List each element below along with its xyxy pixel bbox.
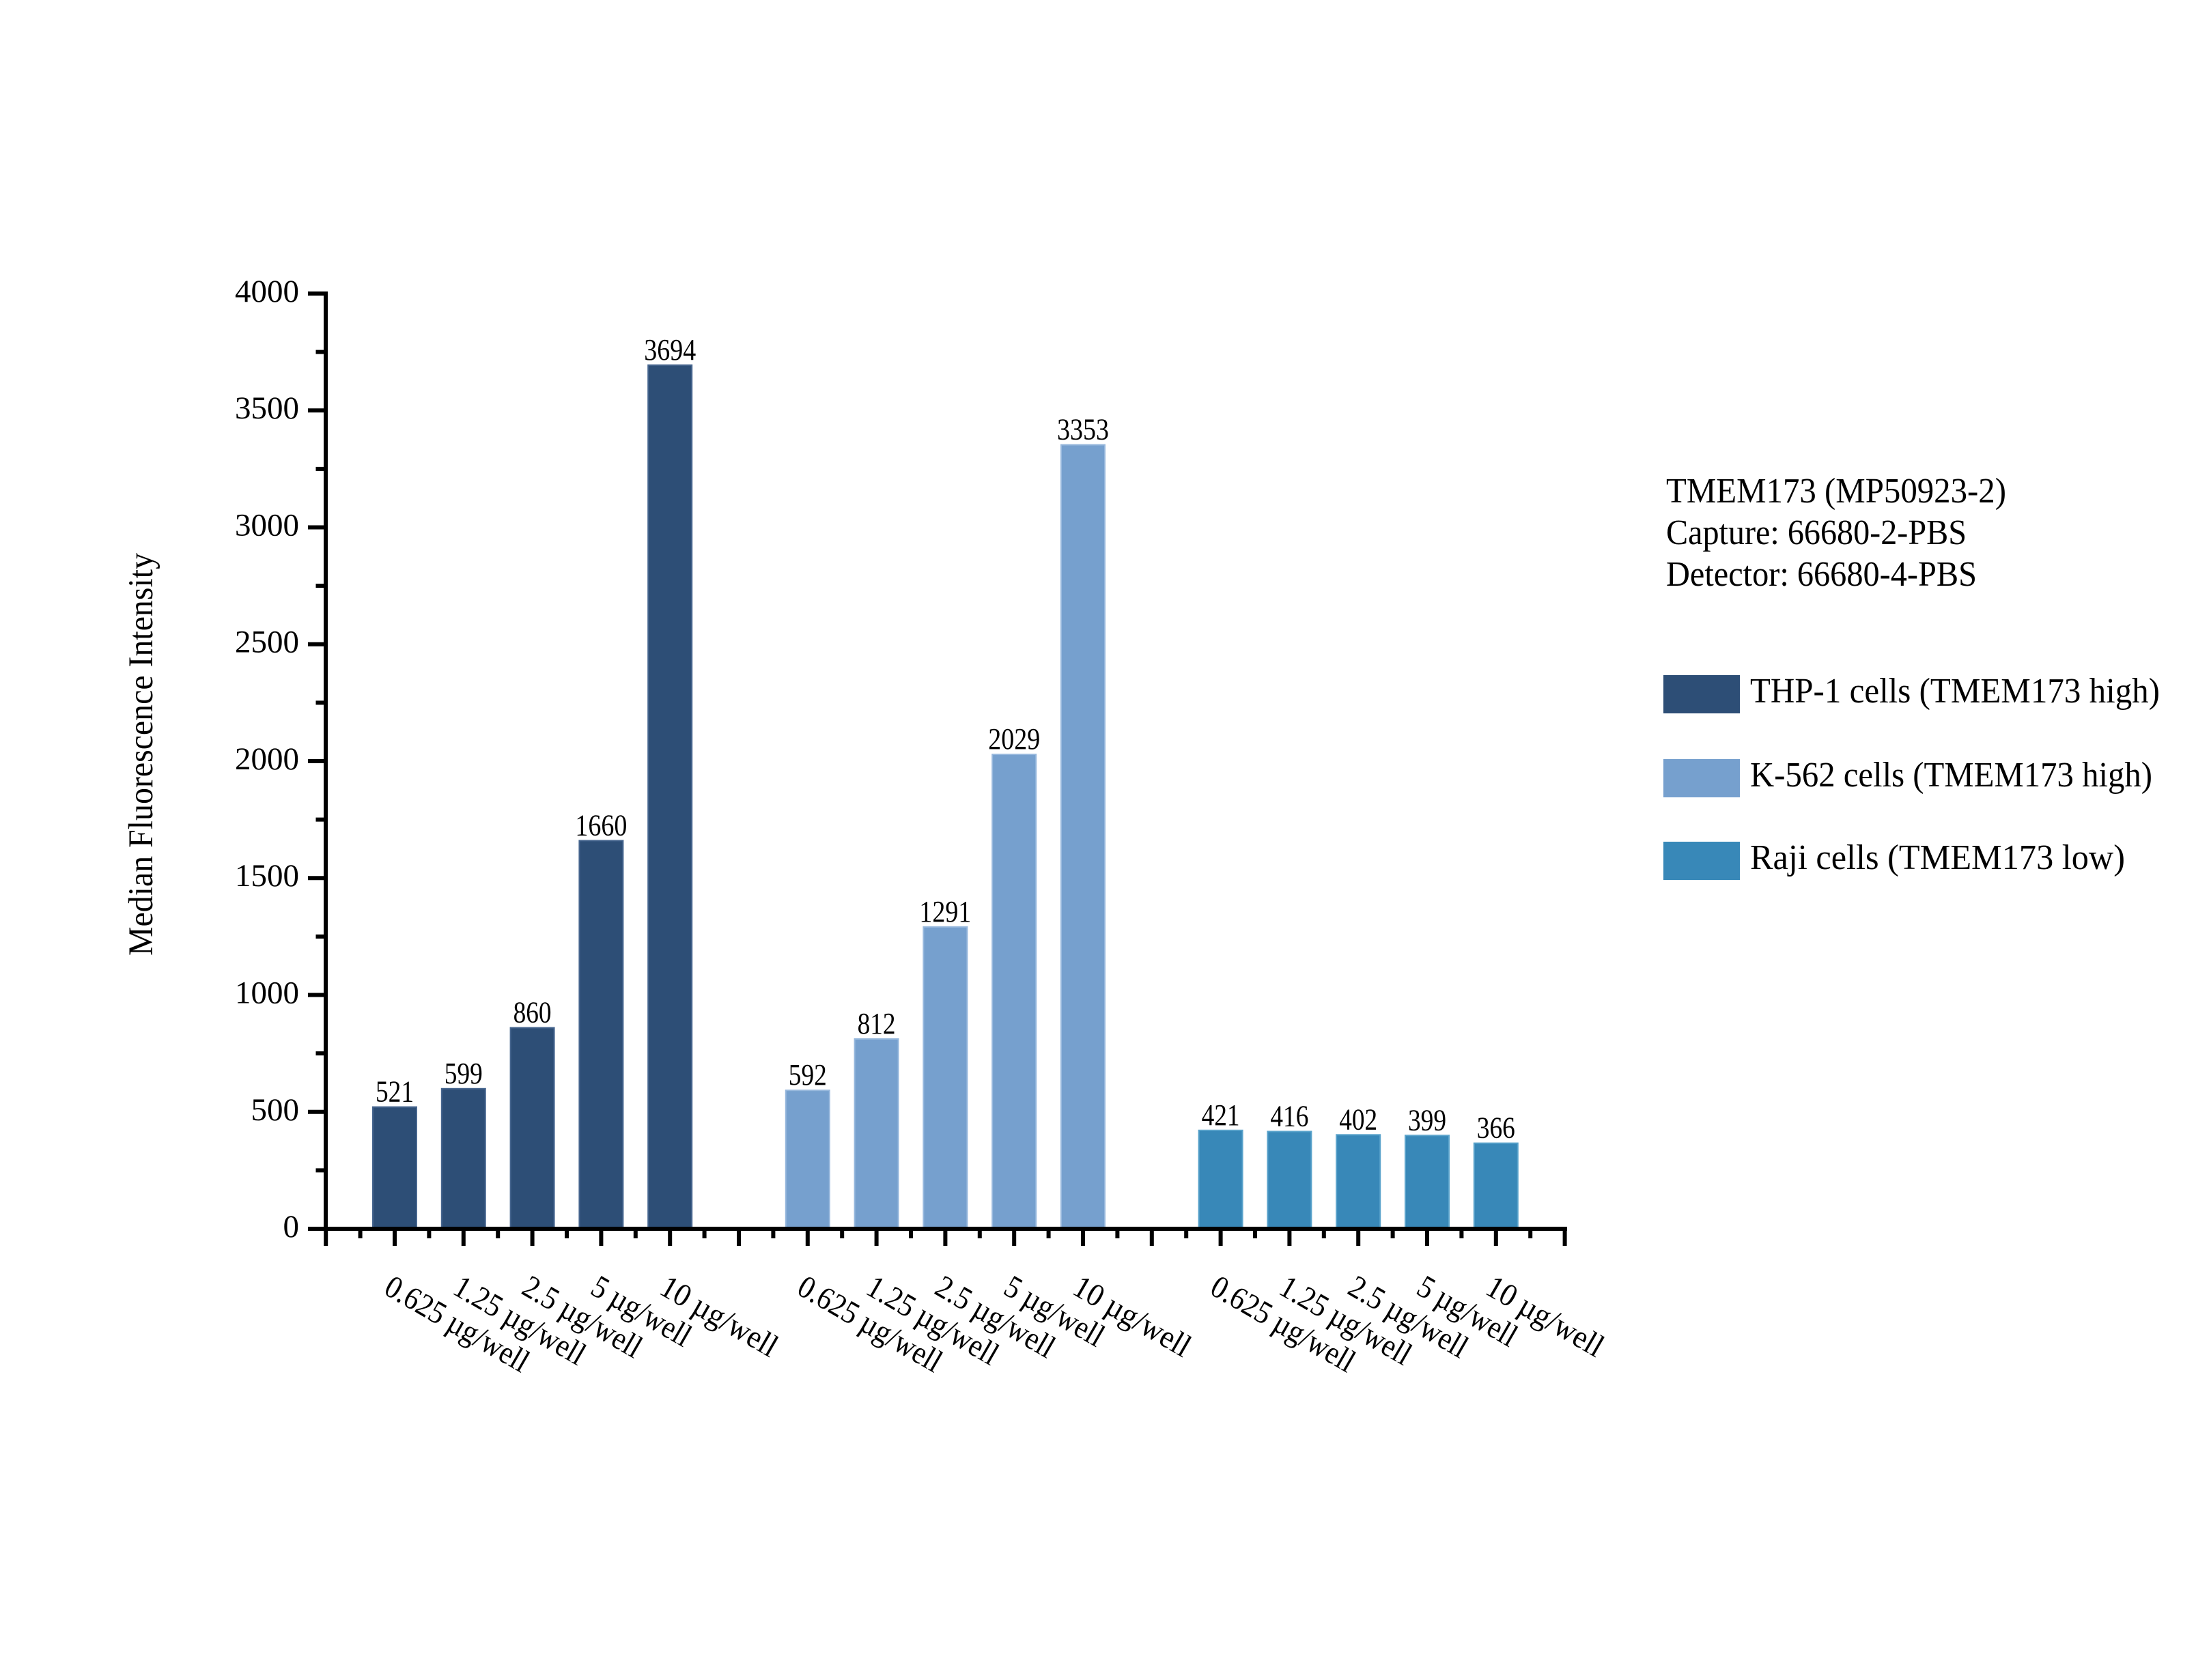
svg-text:3353: 3353 — [1057, 413, 1109, 446]
svg-text:860: 860 — [513, 996, 552, 1029]
svg-text:Raji cells (TMEM173 low): Raji cells (TMEM173 low) — [1750, 838, 2125, 877]
svg-text:1500: 1500 — [235, 858, 299, 894]
svg-text:4000: 4000 — [235, 274, 299, 309]
svg-text:500: 500 — [251, 1092, 300, 1128]
svg-text:K-562 cells (TMEM173 high): K-562 cells (TMEM173 high) — [1750, 756, 2152, 795]
svg-text:599: 599 — [445, 1057, 483, 1090]
svg-text:3000: 3000 — [235, 508, 299, 543]
svg-text:3500: 3500 — [235, 390, 299, 426]
svg-text:Detector: 66680-4-PBS: Detector: 66680-4-PBS — [1666, 555, 1977, 594]
svg-text:421: 421 — [1202, 1098, 1240, 1132]
svg-text:402: 402 — [1339, 1102, 1377, 1136]
svg-text:1000: 1000 — [235, 976, 299, 1011]
svg-text:521: 521 — [376, 1075, 414, 1109]
svg-text:812: 812 — [858, 1007, 896, 1040]
svg-text:2029: 2029 — [988, 722, 1040, 756]
svg-text:Capture: 66680-2-PBS: Capture: 66680-2-PBS — [1666, 513, 1967, 552]
svg-text:Median Fluorescence Intensity: Median Fluorescence Intensity — [122, 553, 160, 956]
svg-text:THP-1 cells (TMEM173 high): THP-1 cells (TMEM173 high) — [1750, 672, 2160, 711]
svg-text:399: 399 — [1408, 1103, 1446, 1137]
svg-text:TMEM173 (MP50923-2): TMEM173 (MP50923-2) — [1666, 472, 2006, 511]
svg-text:366: 366 — [1477, 1111, 1515, 1145]
svg-text:3694: 3694 — [644, 333, 696, 367]
svg-text:1291: 1291 — [919, 895, 971, 928]
svg-text:416: 416 — [1270, 1100, 1308, 1133]
svg-text:0: 0 — [283, 1209, 300, 1244]
svg-text:2500: 2500 — [235, 625, 299, 660]
svg-text:592: 592 — [789, 1058, 827, 1092]
svg-text:1660: 1660 — [575, 808, 627, 842]
svg-text:2000: 2000 — [235, 741, 299, 777]
